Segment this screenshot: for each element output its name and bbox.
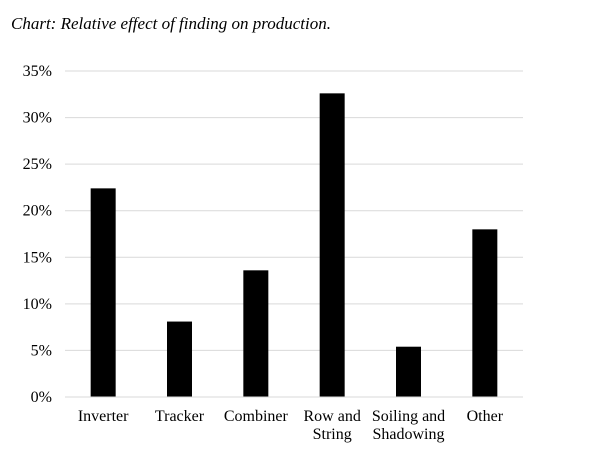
x-category-label: Inverter <box>78 408 129 425</box>
y-tick-label: 35% <box>23 63 52 80</box>
x-category-label: Row and String <box>304 408 361 443</box>
y-axis-tick-labels: 0% 5% 10% 15% 20% 25% 30% 35% <box>23 63 52 406</box>
y-tick-label: 25% <box>23 156 52 173</box>
y-tick-label: 20% <box>23 203 52 220</box>
bar <box>90 188 116 397</box>
gridlines <box>65 70 523 351</box>
bar <box>396 346 421 397</box>
bars <box>90 93 498 398</box>
y-tick-label: 5% <box>31 342 52 359</box>
bar <box>319 93 345 398</box>
bar <box>472 229 498 397</box>
x-category-label: Tracker <box>155 408 205 425</box>
y-tick-label: 10% <box>23 296 52 313</box>
x-category-label: Soiling and Shadowing <box>372 408 445 443</box>
x-axis-category-labels: Inverter Tracker Combiner Row and String Soil… <box>78 408 504 443</box>
y-tick-label: 0% <box>31 389 52 406</box>
x-category-label: Combiner <box>224 408 289 425</box>
bar <box>243 270 269 397</box>
y-tick-label: 30% <box>23 110 52 127</box>
bar <box>167 321 192 397</box>
chart-title: Chart: Relative effect of finding on pro… <box>11 14 331 33</box>
y-tick-label: 15% <box>23 249 52 266</box>
x-category-label: Other <box>467 408 504 425</box>
